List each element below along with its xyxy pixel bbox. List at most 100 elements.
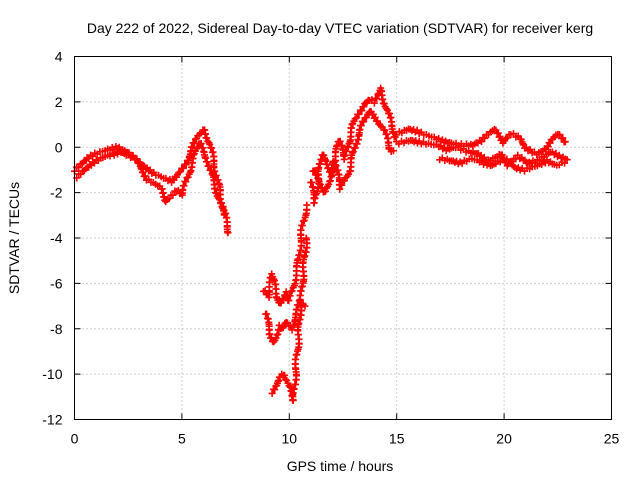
data-point: [214, 194, 222, 202]
data-point: [374, 90, 382, 98]
data-point: [197, 140, 205, 148]
data-point: [224, 229, 232, 237]
data-point: [357, 122, 365, 130]
data-point: [561, 138, 569, 146]
data-point: [220, 211, 228, 219]
data-point: [288, 287, 296, 295]
data-point: [371, 113, 379, 121]
data-point: [370, 99, 378, 107]
data-point: [308, 178, 316, 186]
data-point: [286, 292, 294, 300]
data-point: [519, 140, 527, 148]
data-point: [300, 216, 308, 224]
data-point: [509, 130, 517, 138]
data-point: [330, 158, 338, 166]
data-point: [381, 126, 389, 134]
data-point: [133, 155, 141, 163]
data-point: [382, 105, 390, 113]
data-marks: [71, 84, 571, 404]
data-point: [353, 140, 361, 148]
data-point: [208, 170, 216, 178]
data-point: [336, 137, 344, 145]
y-axis-label: SDTVAR / TECUs: [6, 182, 22, 294]
data-point: [503, 155, 511, 163]
x-tick-label: 25: [604, 431, 620, 447]
y-tick-label: -4: [50, 230, 63, 246]
data-point: [336, 185, 344, 193]
y-tick-label: -2: [50, 185, 63, 201]
data-point: [192, 145, 200, 153]
data-point: [206, 140, 214, 148]
data-point: [282, 375, 290, 383]
data-point: [355, 110, 363, 118]
y-tick-label: 2: [55, 94, 63, 110]
plot-frame: [74, 56, 612, 420]
data-point: [496, 132, 504, 140]
data-point: [273, 331, 281, 339]
data-point: [481, 134, 489, 142]
data-point: [310, 167, 318, 175]
data-point: [208, 144, 216, 152]
data-point: [203, 158, 211, 166]
x-tick-label: 20: [496, 431, 512, 447]
y-tick-label: 0: [55, 139, 63, 155]
data-point: [268, 389, 276, 397]
data-point: [175, 169, 183, 177]
data-point: [351, 144, 359, 152]
data-point: [277, 299, 285, 307]
data-point: [338, 181, 346, 189]
data-point: [207, 166, 215, 174]
data-point: [348, 149, 356, 157]
data-point: [202, 154, 210, 162]
data-point: [349, 148, 357, 156]
data-point: [352, 114, 360, 122]
series-segment-recovery-lower: [309, 107, 397, 196]
data-point: [302, 234, 310, 242]
data-point: [351, 115, 359, 123]
data-point: [332, 162, 340, 170]
data-point: [139, 168, 147, 176]
axes: 0 5 10 15 20 25 -12 -10 -8 -6 -4 -2 0 2 4: [42, 49, 619, 447]
x-tick-label: 5: [178, 431, 186, 447]
data-point: [386, 110, 394, 118]
series-segment-dip-upper: [260, 201, 311, 307]
data-point: [205, 162, 213, 170]
data-point: [179, 164, 187, 172]
data-point: [322, 187, 330, 195]
data-point: [544, 143, 552, 151]
data-point: [358, 107, 366, 115]
data-point: [514, 151, 522, 159]
series-segment-early-lower: [73, 140, 228, 219]
data-point: [303, 201, 311, 209]
series-segment-late-lower: [436, 154, 571, 175]
data-point: [281, 371, 289, 379]
y-tick-label: -8: [50, 321, 63, 337]
y-tick-label: -12: [42, 412, 62, 428]
data-point: [389, 147, 397, 155]
data-point: [182, 161, 190, 169]
x-axis-label: GPS time / hours: [287, 458, 394, 474]
data-point: [546, 139, 554, 147]
x-tick-label: 0: [71, 431, 79, 447]
grid: [74, 56, 612, 420]
data-point: [271, 386, 279, 394]
data-point: [180, 182, 188, 190]
data-point: [263, 310, 271, 318]
series-segment-dip-lower: [268, 234, 311, 404]
chart-title: Day 222 of 2022, Sidereal Day-to-day VTE…: [87, 20, 593, 36]
x-tick-label: 15: [389, 431, 405, 447]
data-point: [215, 195, 223, 203]
data-point: [218, 199, 226, 207]
data-point: [270, 275, 278, 283]
data-point: [285, 382, 293, 390]
data-point: [373, 94, 381, 102]
data-point: [298, 221, 306, 229]
y-tick-label: -6: [50, 275, 63, 291]
data-point: [279, 295, 287, 303]
data-point: [360, 118, 368, 126]
y-tick-label: 4: [55, 49, 63, 65]
x-tick-label: 10: [282, 431, 298, 447]
data-point: [323, 184, 331, 192]
data-point: [182, 178, 190, 186]
